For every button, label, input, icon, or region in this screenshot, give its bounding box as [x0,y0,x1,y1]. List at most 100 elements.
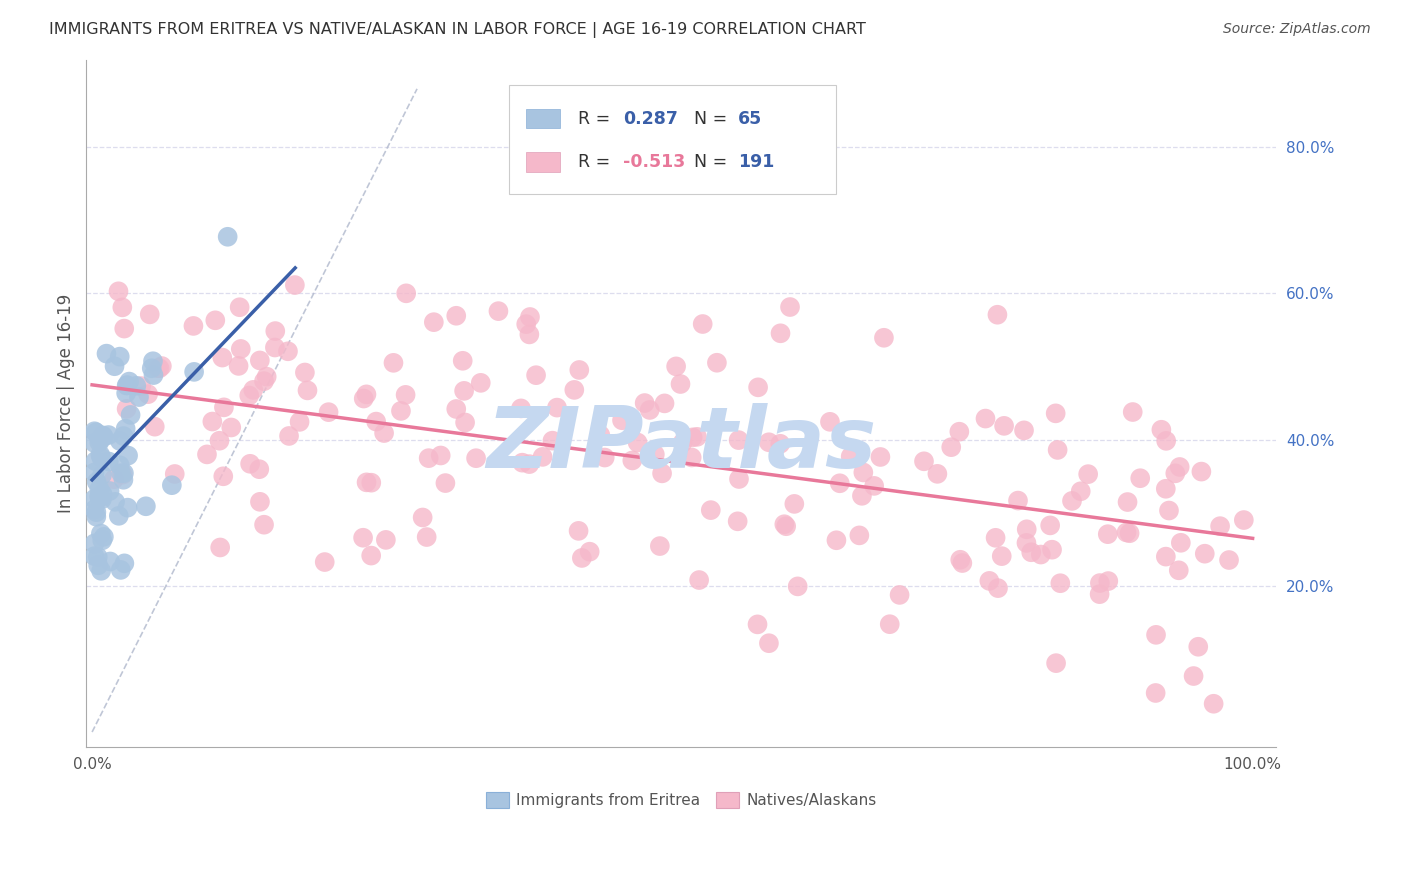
Point [454,416,477,430]
Point [208,434,231,448]
Point [89,482,111,496]
Point [238,388,260,402]
Text: Source: ZipAtlas.com: Source: ZipAtlas.com [1223,22,1371,37]
Text: 191: 191 [738,153,775,171]
Point [142,354,165,368]
Point [87,558,110,573]
Point [97,454,120,468]
Point [160,478,183,492]
Point [297,384,319,398]
Point [90,526,112,541]
Point [115,386,138,401]
Point [294,366,316,380]
Point [993,418,1015,433]
Point [727,433,749,447]
Point [90,564,112,578]
Point [747,617,769,632]
Point [314,555,336,569]
Point [1194,547,1216,561]
Point [1187,640,1209,654]
Point [444,309,467,323]
Point [394,388,416,402]
Point [589,428,612,442]
Point [524,368,547,383]
Point [83,536,105,550]
Point [706,356,728,370]
Point [112,429,135,443]
Point [912,454,935,468]
Point [1189,465,1212,479]
Point [1088,587,1111,601]
Point [212,401,235,415]
Point [1144,686,1167,700]
Point [183,365,205,379]
Point [163,467,186,481]
Point [108,508,131,523]
Point [91,487,114,501]
Point [1129,471,1152,485]
Point [98,554,121,568]
Point [1218,553,1240,567]
Point [1144,628,1167,642]
Point [571,551,593,566]
Point [783,497,806,511]
Point [688,573,710,587]
Point [1154,434,1177,448]
Point [758,636,780,650]
Point [83,466,105,480]
Text: R =: R = [578,153,616,171]
Point [228,359,250,373]
Point [1157,503,1180,517]
Point [212,469,235,483]
Point [412,510,434,524]
Point [91,492,114,507]
Point [1015,536,1038,550]
Point [671,435,693,450]
Point [148,361,170,376]
Point [83,424,105,438]
Point [91,468,114,483]
Point [264,324,287,338]
Point [114,422,136,436]
Point [104,495,127,509]
Point [879,617,901,632]
Point [769,437,792,451]
Point [373,425,395,440]
Point [395,286,418,301]
Point [141,361,163,376]
Point [950,556,973,570]
Point [519,327,541,342]
Text: -0.513: -0.513 [623,153,685,171]
Point [112,557,135,571]
Point [86,475,108,489]
Point [360,549,382,563]
Point [228,300,250,314]
Point [747,380,769,394]
Point [546,401,568,415]
Point [91,533,114,548]
Point [446,402,468,417]
Point [1060,494,1083,508]
Point [353,392,375,406]
Point [519,310,541,324]
Point [758,435,780,450]
Point [1040,542,1063,557]
Point [1170,535,1192,549]
Point [927,467,949,481]
Point [1039,518,1062,533]
Point [125,378,148,392]
Point [423,315,446,329]
Point [852,466,875,480]
Point [541,434,564,448]
Point [288,415,311,429]
Point [108,458,131,473]
Point [626,435,648,450]
Point [249,495,271,509]
Point [434,476,457,491]
Point [941,440,963,454]
Point [987,581,1010,595]
Text: 65: 65 [738,110,762,128]
Point [83,491,105,506]
Point [1150,423,1173,437]
Text: ZIPatlas: ZIPatlas [486,403,876,486]
